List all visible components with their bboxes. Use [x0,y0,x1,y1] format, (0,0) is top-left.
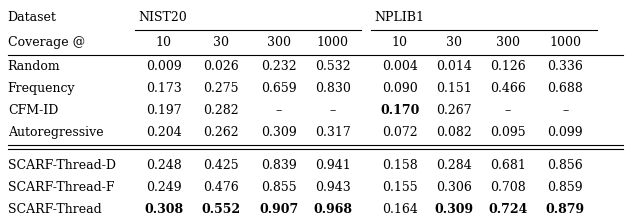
Text: 0.095: 0.095 [490,126,526,140]
Text: 0.317: 0.317 [315,126,351,140]
Text: 0.248: 0.248 [146,159,182,172]
Text: CFM-ID: CFM-ID [8,104,58,117]
Text: 0.014: 0.014 [436,60,472,73]
Text: 0.688: 0.688 [547,82,583,95]
Text: 0.164: 0.164 [381,203,417,216]
Text: SCARF-Thread-D: SCARF-Thread-D [8,159,116,172]
Text: –: – [505,104,511,117]
Text: SCARF-Thread: SCARF-Thread [8,203,102,216]
Text: 0.126: 0.126 [490,60,526,73]
Text: 0.708: 0.708 [490,181,526,194]
Text: 1000: 1000 [549,36,581,49]
Text: 0.724: 0.724 [488,203,527,216]
Text: 30: 30 [446,36,462,49]
Text: 0.552: 0.552 [202,203,241,216]
Text: 0.249: 0.249 [146,181,182,194]
Text: 0.262: 0.262 [204,126,239,140]
Text: 1000: 1000 [317,36,349,49]
Text: 0.009: 0.009 [146,60,182,73]
Text: 0.151: 0.151 [436,82,472,95]
Text: 0.659: 0.659 [260,82,296,95]
Text: 0.855: 0.855 [260,181,296,194]
Text: 0.004: 0.004 [381,60,417,73]
Text: 0.336: 0.336 [547,60,583,73]
Text: –: – [330,104,336,117]
Text: 0.425: 0.425 [204,159,239,172]
Text: 0.839: 0.839 [260,159,296,172]
Text: 0.204: 0.204 [146,126,182,140]
Text: 0.879: 0.879 [546,203,585,216]
Text: 30: 30 [213,36,229,49]
Text: 0.082: 0.082 [436,126,472,140]
Text: 0.308: 0.308 [144,203,184,216]
Text: 0.466: 0.466 [490,82,526,95]
Text: 0.197: 0.197 [146,104,182,117]
Text: 10: 10 [392,36,408,49]
Text: 0.856: 0.856 [547,159,583,172]
Text: 0.681: 0.681 [490,159,526,172]
Text: 300: 300 [267,36,291,49]
Text: 0.090: 0.090 [382,82,417,95]
Text: 0.072: 0.072 [382,126,417,140]
Text: NPLIB1: NPLIB1 [374,11,424,24]
Text: 0.284: 0.284 [436,159,472,172]
Text: 0.907: 0.907 [259,203,298,216]
Text: 0.309: 0.309 [260,126,296,140]
Text: NIST20: NIST20 [138,11,187,24]
Text: Random: Random [8,60,60,73]
Text: Coverage @: Coverage @ [8,36,85,49]
Text: 0.306: 0.306 [436,181,472,194]
Text: 0.282: 0.282 [204,104,239,117]
Text: 0.830: 0.830 [315,82,351,95]
Text: 0.309: 0.309 [435,203,474,216]
Text: 10: 10 [156,36,172,49]
Text: 0.267: 0.267 [436,104,472,117]
Text: 0.173: 0.173 [146,82,182,95]
Text: SCARF-Thread-F: SCARF-Thread-F [8,181,115,194]
Text: 0.859: 0.859 [547,181,583,194]
Text: Dataset: Dataset [8,11,56,24]
Text: –: – [562,104,568,117]
Text: 0.476: 0.476 [204,181,239,194]
Text: 0.099: 0.099 [547,126,583,140]
Text: 0.532: 0.532 [315,60,351,73]
Text: 300: 300 [496,36,520,49]
Text: 0.158: 0.158 [382,159,417,172]
Text: 0.968: 0.968 [313,203,352,216]
Text: 0.232: 0.232 [260,60,296,73]
Text: 0.155: 0.155 [382,181,417,194]
Text: 0.941: 0.941 [315,159,351,172]
Text: 0.026: 0.026 [204,60,239,73]
Text: 0.170: 0.170 [380,104,419,117]
Text: Frequency: Frequency [8,82,76,95]
Text: Autoregressive: Autoregressive [8,126,104,140]
Text: 0.275: 0.275 [204,82,239,95]
Text: 0.943: 0.943 [315,181,351,194]
Text: –: – [275,104,282,117]
